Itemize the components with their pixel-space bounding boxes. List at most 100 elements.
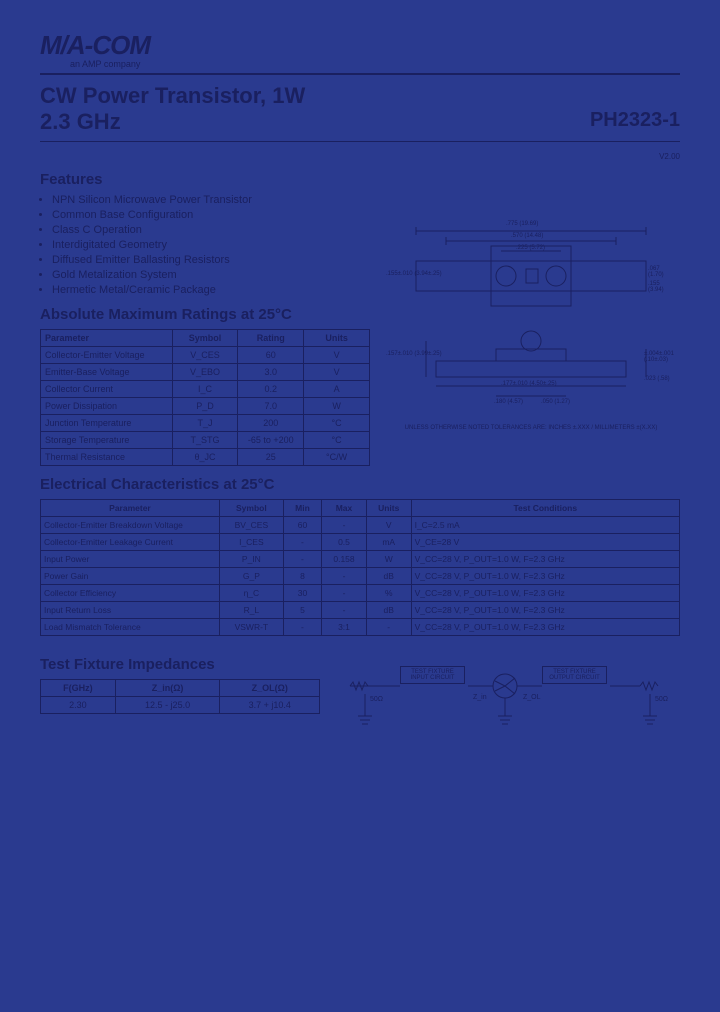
table-cell: Load Mismatch Tolerance <box>41 619 220 636</box>
table-cell: mA <box>366 534 411 551</box>
table-cell: - <box>366 619 411 636</box>
ec-col: Max <box>322 500 367 517</box>
divider-title <box>40 141 680 142</box>
table-cell: BV_CES <box>219 517 283 534</box>
table-cell: V_EBO <box>172 364 238 381</box>
table-cell: V_CC=28 V, P_OUT=1.0 W, F=2.3 GHz <box>411 551 679 568</box>
table-cell: °C/W <box>304 449 370 466</box>
table-cell: Power Dissipation <box>41 398 173 415</box>
table-cell: η_C <box>219 585 283 602</box>
feature-item: Diffused Emitter Ballasting Resistors <box>52 254 370 266</box>
table-cell: - <box>322 517 367 534</box>
table-cell: dB <box>366 568 411 585</box>
table-cell: V <box>304 347 370 364</box>
amr-heading: Absolute Maximum Ratings at 25°C <box>40 306 370 323</box>
dim-w2: .570 (14.48) <box>511 233 543 239</box>
r-label-in: 50Ω <box>370 696 383 703</box>
tf-col: Z_in(Ω) <box>115 680 220 697</box>
table-cell: V_CES <box>172 347 238 364</box>
z-ol-label: Z_OL <box>523 694 541 701</box>
table-cell: Input Power <box>41 551 220 568</box>
table-cell: G_P <box>219 568 283 585</box>
title-line2: 2.3 GHz <box>40 109 305 135</box>
logo-brand: M/A-COM <box>40 30 150 61</box>
table-cell: - <box>283 619 321 636</box>
ec-col: Symbol <box>219 500 283 517</box>
table-cell: I_C=2.5 mA <box>411 517 679 534</box>
table-cell: A <box>304 381 370 398</box>
table-cell: -65 to +200 <box>238 432 304 449</box>
ec-heading: Electrical Characteristics at 25°C <box>40 476 680 493</box>
circuit-output-box: TEST FIXTURE OUTPUT CIRCUIT <box>542 666 607 684</box>
feature-item: NPN Silicon Microwave Power Transistor <box>52 194 370 206</box>
dim-p1: .180 (4.57) <box>494 399 523 405</box>
ec-table: Parameter Symbol Min Max Units Test Cond… <box>40 499 680 636</box>
table-cell: I_C <box>172 381 238 398</box>
amr-col: Symbol <box>172 330 238 347</box>
test-circuit-diagram: TEST FIXTURE INPUT CIRCUIT TEST FIXTURE … <box>340 646 670 746</box>
table-cell: 0.2 <box>238 381 304 398</box>
tf-col: F(GHz) <box>41 680 116 697</box>
table-cell: 60 <box>283 517 321 534</box>
table-cell: Collector Efficiency <box>41 585 220 602</box>
ec-col: Min <box>283 500 321 517</box>
table-cell: - <box>322 568 367 585</box>
table-cell: 25 <box>238 449 304 466</box>
dim-s1: .157±.010 (3.99±.25) <box>386 351 442 357</box>
table-cell: dB <box>366 602 411 619</box>
table-cell: Input Return Loss <box>41 602 220 619</box>
table-cell: 30 <box>283 585 321 602</box>
table-cell: W <box>366 551 411 568</box>
logo: M/A-COM <box>40 30 680 61</box>
table-cell: V_CC=28 V, P_OUT=1.0 W, F=2.3 GHz <box>411 602 679 619</box>
part-number: PH2323-1 <box>590 109 680 132</box>
table-cell: 0.5 <box>322 534 367 551</box>
dim-b1: ±.004±.001 (.10±.03) <box>644 351 676 363</box>
table-cell: 2.30 <box>41 697 116 714</box>
version: V2.00 <box>40 152 680 161</box>
table-cell: V <box>304 364 370 381</box>
table-cell: Collector-Emitter Leakage Current <box>41 534 220 551</box>
table-cell: 8 <box>283 568 321 585</box>
table-cell: °C <box>304 415 370 432</box>
table-cell: Junction Temperature <box>41 415 173 432</box>
dim-h2: .155 (3.94) <box>648 281 676 293</box>
r-label-out: 50Ω <box>655 696 668 703</box>
table-cell: - <box>322 602 367 619</box>
table-cell: I_CES <box>219 534 283 551</box>
table-cell: V_CC=28 V, P_OUT=1.0 W, F=2.3 GHz <box>411 568 679 585</box>
tf-heading: Test Fixture Impedances <box>40 656 320 673</box>
table-cell: P_IN <box>219 551 283 568</box>
logo-tagline: an AMP company <box>70 59 680 69</box>
table-cell: - <box>283 551 321 568</box>
features-list: NPN Silicon Microwave Power Transistor C… <box>52 194 370 296</box>
table-cell: Power Gain <box>41 568 220 585</box>
table-cell: Emitter-Base Voltage <box>41 364 173 381</box>
z-in-label: Z_in <box>473 694 487 701</box>
features-heading: Features <box>40 171 370 188</box>
dim-t1: .155±.010 (3.94±.25) <box>386 271 442 277</box>
feature-item: Hermetic Metal/Ceramic Package <box>52 284 370 296</box>
table-cell: °C <box>304 432 370 449</box>
table-cell: R_L <box>219 602 283 619</box>
table-cell: - <box>322 585 367 602</box>
table-cell: V <box>366 517 411 534</box>
diagram-caption: UNLESS OTHERWISE NOTED TOLERANCES ARE: I… <box>386 425 676 431</box>
ec-col: Parameter <box>41 500 220 517</box>
circuit-input-box: TEST FIXTURE INPUT CIRCUIT <box>400 666 465 684</box>
amr-col: Units <box>304 330 370 347</box>
table-cell: Collector-Emitter Voltage <box>41 347 173 364</box>
ec-col: Units <box>366 500 411 517</box>
table-cell: 60 <box>238 347 304 364</box>
table-cell: Storage Temperature <box>41 432 173 449</box>
dim-s2: .177±.010 (4.50±.25) <box>501 381 557 387</box>
table-cell: θ_JC <box>172 449 238 466</box>
feature-item: Common Base Configuration <box>52 209 370 221</box>
amr-col: Rating <box>238 330 304 347</box>
table-cell: Thermal Resistance <box>41 449 173 466</box>
table-cell: 7.0 <box>238 398 304 415</box>
amr-table: Parameter Symbol Rating Units Collector-… <box>40 329 370 466</box>
dim-p2: .050 (1.27) <box>541 399 570 405</box>
table-cell: V_CC=28 V, P_OUT=1.0 W, F=2.3 GHz <box>411 585 679 602</box>
table-cell: V_CC=28 V, P_OUT=1.0 W, F=2.3 GHz <box>411 619 679 636</box>
